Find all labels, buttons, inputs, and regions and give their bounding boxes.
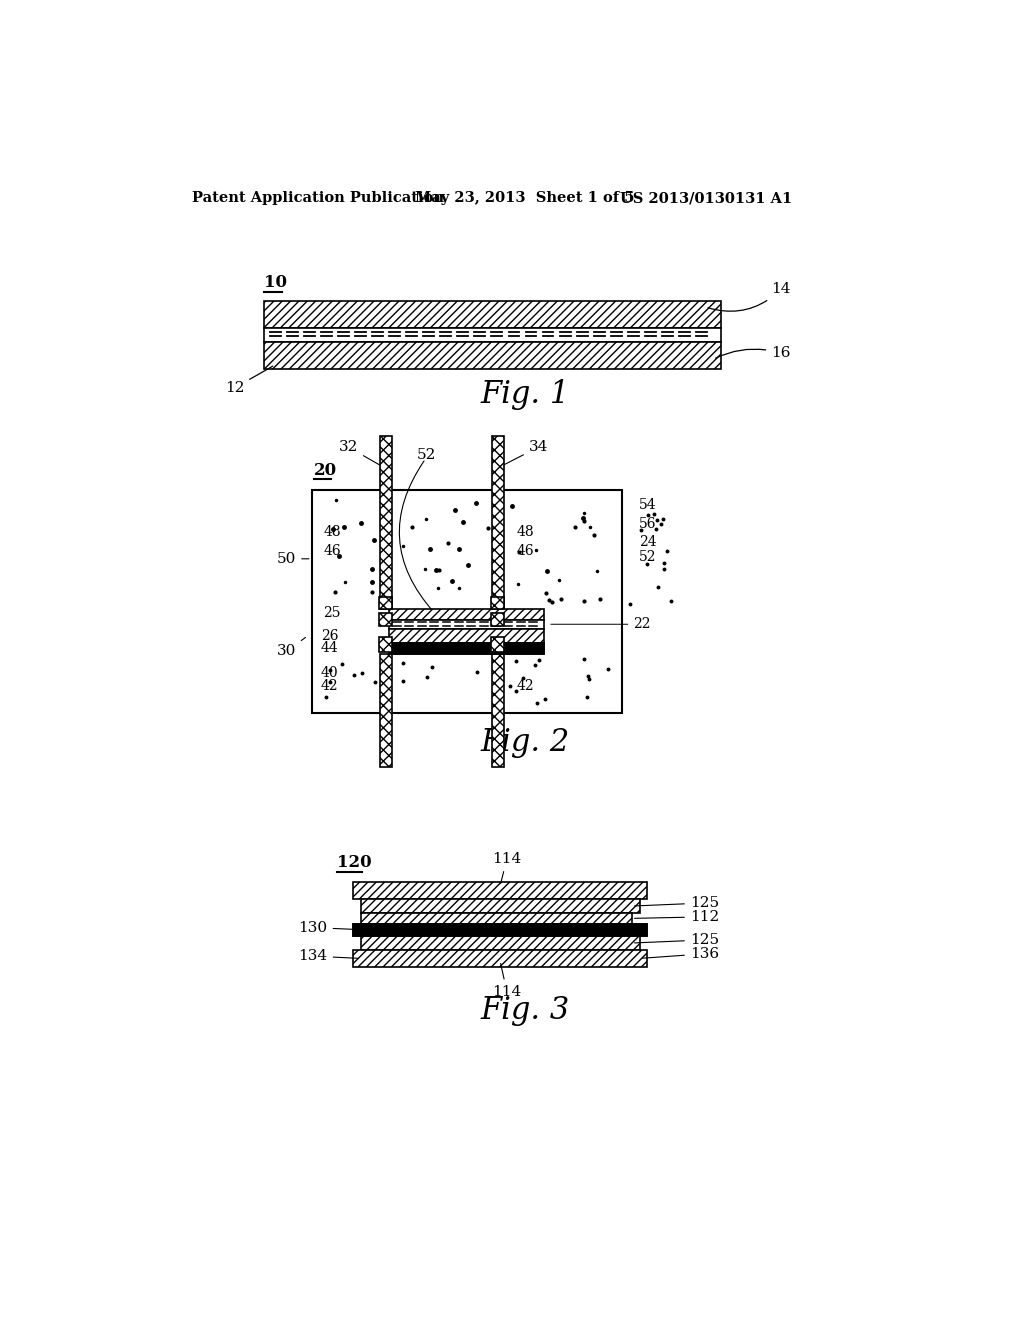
Bar: [379, 636, 391, 652]
Bar: [263, 301, 721, 327]
Text: 42: 42: [517, 678, 535, 693]
Bar: [311, 490, 622, 713]
Bar: [389, 643, 544, 653]
Bar: [352, 882, 647, 899]
Text: 134: 134: [299, 949, 357, 964]
Bar: [492, 614, 504, 626]
Text: 114: 114: [493, 853, 521, 883]
Text: May 23, 2013  Sheet 1 of 5: May 23, 2013 Sheet 1 of 5: [415, 191, 634, 206]
Bar: [380, 436, 391, 609]
Bar: [380, 653, 391, 767]
Text: 48: 48: [324, 525, 341, 539]
Text: 32: 32: [339, 440, 380, 465]
Text: Fig. 3: Fig. 3: [480, 995, 569, 1026]
Text: 136: 136: [642, 946, 719, 961]
Bar: [492, 597, 504, 609]
Bar: [379, 597, 391, 609]
Bar: [379, 614, 391, 626]
Text: 52: 52: [417, 447, 435, 462]
Text: 46: 46: [517, 544, 535, 558]
Bar: [492, 636, 504, 652]
Text: Fig. 2: Fig. 2: [480, 727, 569, 758]
Text: 130: 130: [299, 920, 366, 935]
Text: 34: 34: [503, 440, 548, 465]
Bar: [389, 628, 544, 643]
Text: 50: 50: [276, 552, 309, 566]
Text: 30: 30: [276, 638, 305, 659]
Text: US 2013/0130131 A1: US 2013/0130131 A1: [621, 191, 793, 206]
Bar: [389, 609, 544, 619]
Text: 44: 44: [321, 642, 339, 655]
Bar: [389, 609, 544, 619]
Text: 16: 16: [716, 346, 791, 360]
Bar: [492, 597, 504, 609]
Text: 44: 44: [517, 642, 535, 655]
Text: 125: 125: [635, 933, 719, 946]
Text: 42: 42: [321, 678, 339, 693]
Bar: [263, 342, 721, 368]
Text: 26: 26: [321, 628, 339, 643]
Bar: [379, 614, 391, 626]
Text: 25: 25: [324, 606, 341, 619]
Text: 12: 12: [225, 366, 272, 395]
Text: 10: 10: [263, 273, 287, 290]
Bar: [389, 619, 544, 628]
Bar: [263, 327, 721, 342]
Text: 112: 112: [635, 909, 719, 924]
Bar: [389, 643, 544, 653]
Bar: [263, 342, 721, 368]
Text: 20: 20: [314, 462, 337, 479]
Text: 52: 52: [639, 550, 656, 564]
Bar: [492, 614, 504, 626]
Bar: [379, 597, 391, 609]
Bar: [493, 653, 504, 767]
Bar: [389, 628, 544, 643]
Bar: [493, 436, 504, 609]
Bar: [380, 653, 391, 767]
Text: 56: 56: [639, 517, 656, 531]
Bar: [360, 936, 640, 950]
Text: Fig. 1: Fig. 1: [480, 379, 569, 411]
Bar: [352, 882, 647, 899]
Text: 48: 48: [517, 525, 535, 539]
Bar: [380, 436, 391, 609]
Text: 40: 40: [321, 665, 339, 680]
Bar: [352, 924, 647, 936]
Bar: [360, 899, 640, 913]
Bar: [360, 913, 632, 924]
Bar: [352, 950, 647, 966]
Bar: [263, 301, 721, 327]
Text: 14: 14: [708, 282, 791, 312]
Bar: [360, 899, 640, 913]
Bar: [352, 950, 647, 966]
Text: 22: 22: [551, 618, 651, 631]
Bar: [379, 636, 391, 652]
Text: 114: 114: [493, 964, 521, 998]
Text: 24: 24: [639, 535, 656, 549]
Text: 125: 125: [635, 896, 719, 909]
Bar: [493, 653, 504, 767]
Bar: [492, 636, 504, 652]
Text: 54: 54: [639, 498, 656, 512]
Bar: [493, 436, 504, 609]
Text: 120: 120: [337, 854, 372, 871]
Bar: [389, 643, 544, 653]
Bar: [360, 936, 640, 950]
Text: Patent Application Publication: Patent Application Publication: [191, 191, 443, 206]
Text: 46: 46: [324, 544, 341, 558]
Bar: [352, 924, 647, 936]
Bar: [352, 924, 647, 936]
Bar: [360, 913, 632, 924]
